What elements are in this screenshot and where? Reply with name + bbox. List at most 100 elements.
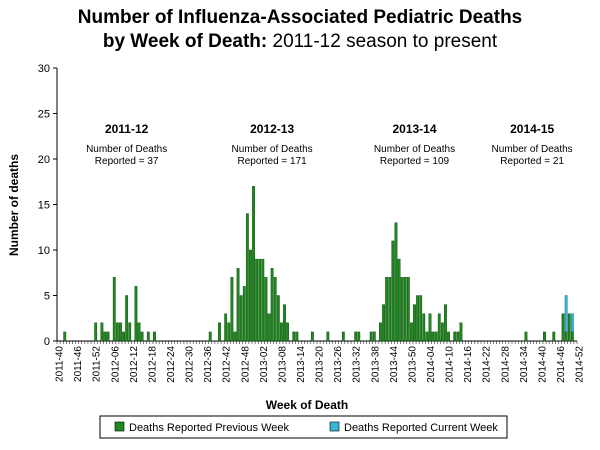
bar-previous-week bbox=[236, 268, 240, 342]
bar-previous-week bbox=[425, 331, 429, 342]
y-tick-label: 0 bbox=[44, 336, 50, 348]
x-tick-label: 2013-08 bbox=[277, 346, 288, 383]
bar-previous-week bbox=[406, 277, 410, 342]
bar-previous-week bbox=[252, 186, 255, 342]
bar-previous-week bbox=[431, 331, 435, 342]
x-tick-label: 2013-26 bbox=[333, 346, 344, 383]
legend: Deaths Reported Previous Week Deaths Rep… bbox=[99, 415, 508, 439]
bar-previous-week bbox=[134, 286, 138, 342]
bar-previous-week bbox=[239, 295, 243, 342]
bar-previous-week bbox=[413, 304, 416, 342]
bar-previous-week bbox=[140, 331, 144, 342]
bar-previous-week bbox=[419, 295, 423, 342]
bar-previous-week bbox=[310, 331, 314, 342]
bar-current-week bbox=[570, 313, 574, 333]
legend-label-current: Deaths Reported Current Week bbox=[344, 422, 498, 434]
bar-previous-week bbox=[264, 277, 268, 342]
bar-previous-week bbox=[369, 331, 373, 342]
bar-previous-week bbox=[564, 331, 568, 342]
bar-previous-week bbox=[103, 331, 107, 342]
bar-previous-week bbox=[270, 268, 274, 342]
bar-previous-week bbox=[100, 322, 104, 342]
bar-previous-week bbox=[524, 331, 528, 342]
x-tick-label: 2013-14 bbox=[296, 346, 307, 383]
bar-previous-week bbox=[391, 240, 395, 342]
bar-previous-week bbox=[249, 249, 252, 342]
x-tick-label: 2012-48 bbox=[240, 346, 251, 383]
season-count-line2: Reported = 109 bbox=[380, 156, 450, 167]
bar-previous-week bbox=[379, 322, 382, 342]
legend-label-previous: Deaths Reported Previous Week bbox=[129, 422, 289, 434]
x-tick-label: 2013-32 bbox=[352, 346, 363, 383]
season-label: 2013-14 bbox=[392, 122, 436, 136]
x-tick-label: 2012-06 bbox=[110, 346, 121, 383]
bar-previous-week bbox=[276, 295, 280, 342]
season-count-line1: Number of Deaths bbox=[86, 144, 167, 155]
legend-swatch-current bbox=[329, 421, 340, 432]
bar-previous-week bbox=[233, 331, 237, 342]
bar-previous-week bbox=[440, 322, 444, 342]
y-tick-label: 15 bbox=[38, 200, 50, 212]
y-tick-label: 25 bbox=[38, 109, 50, 121]
bar-current-week bbox=[564, 295, 568, 333]
bar-previous-week bbox=[286, 322, 289, 342]
bar-previous-week bbox=[354, 331, 358, 342]
bar-previous-week bbox=[115, 322, 119, 342]
bar-previous-week bbox=[218, 322, 221, 342]
chart-title-line1: Number of Influenza-Associated Pediatric… bbox=[77, 7, 523, 28]
bar-previous-week bbox=[128, 322, 132, 342]
bar-previous-week bbox=[261, 258, 265, 342]
bar-previous-week bbox=[208, 331, 212, 342]
bar-previous-week bbox=[444, 304, 447, 342]
bar-previous-week bbox=[403, 277, 407, 342]
bar-previous-week bbox=[567, 313, 571, 342]
bar-previous-week bbox=[137, 322, 141, 342]
bar-previous-week bbox=[570, 331, 574, 342]
bar-previous-week bbox=[94, 322, 98, 342]
bar-previous-week bbox=[283, 304, 286, 342]
x-tick-label: 2014-10 bbox=[445, 346, 456, 383]
x-tick-label: 2014-22 bbox=[482, 346, 493, 383]
x-tick-label: 2014-34 bbox=[519, 346, 530, 383]
season-label: 2012-13 bbox=[250, 122, 294, 136]
bar-previous-week bbox=[230, 277, 234, 342]
bar-previous-week bbox=[422, 313, 426, 342]
bar-previous-week bbox=[437, 313, 441, 342]
x-tick-label: 2013-38 bbox=[370, 346, 381, 383]
bar-previous-week bbox=[245, 213, 249, 342]
x-tick-label: 2012-18 bbox=[147, 346, 158, 383]
x-axis: 2011-40 2011-46 2011-52 2012-06 2012-12 2012-… bbox=[55, 340, 586, 383]
bar-previous-week bbox=[447, 331, 450, 342]
bar-previous-week bbox=[459, 322, 463, 342]
bar-previous-week bbox=[434, 331, 438, 342]
bar-previous-week bbox=[400, 277, 404, 342]
x-tick-label: 2014-40 bbox=[537, 346, 548, 383]
x-tick-label: 2014-28 bbox=[500, 346, 511, 383]
x-tick-label: 2014-52 bbox=[575, 346, 586, 383]
season-label: 2011-12 bbox=[105, 122, 149, 136]
bar-previous-week bbox=[255, 258, 259, 342]
bar-previous-week bbox=[125, 295, 129, 342]
bar-previous-week bbox=[227, 322, 231, 342]
x-tick-label: 2012-30 bbox=[185, 346, 196, 383]
season-count-line1: Number of Deaths bbox=[232, 144, 313, 155]
season-count-line2: Reported = 171 bbox=[238, 156, 308, 167]
legend-swatch-previous bbox=[114, 421, 125, 432]
x-tick-label: 2014-16 bbox=[463, 346, 474, 383]
bar-previous-week bbox=[224, 313, 228, 342]
bar-previous-week bbox=[372, 331, 376, 342]
bar-previous-week bbox=[63, 331, 67, 342]
x-tick-label: 2013-44 bbox=[389, 346, 400, 383]
x-tick-label: 2013-20 bbox=[315, 346, 326, 383]
bars bbox=[63, 186, 574, 342]
bar-previous-week bbox=[341, 331, 345, 342]
x-tick-label: 2013-02 bbox=[259, 346, 270, 383]
bar-previous-week bbox=[456, 331, 460, 342]
bar-previous-week bbox=[388, 277, 392, 342]
bar-previous-week bbox=[292, 331, 296, 342]
bar-previous-week bbox=[410, 322, 413, 342]
bar-previous-week bbox=[106, 331, 110, 342]
x-tick-label: 2011-46 bbox=[73, 346, 84, 382]
